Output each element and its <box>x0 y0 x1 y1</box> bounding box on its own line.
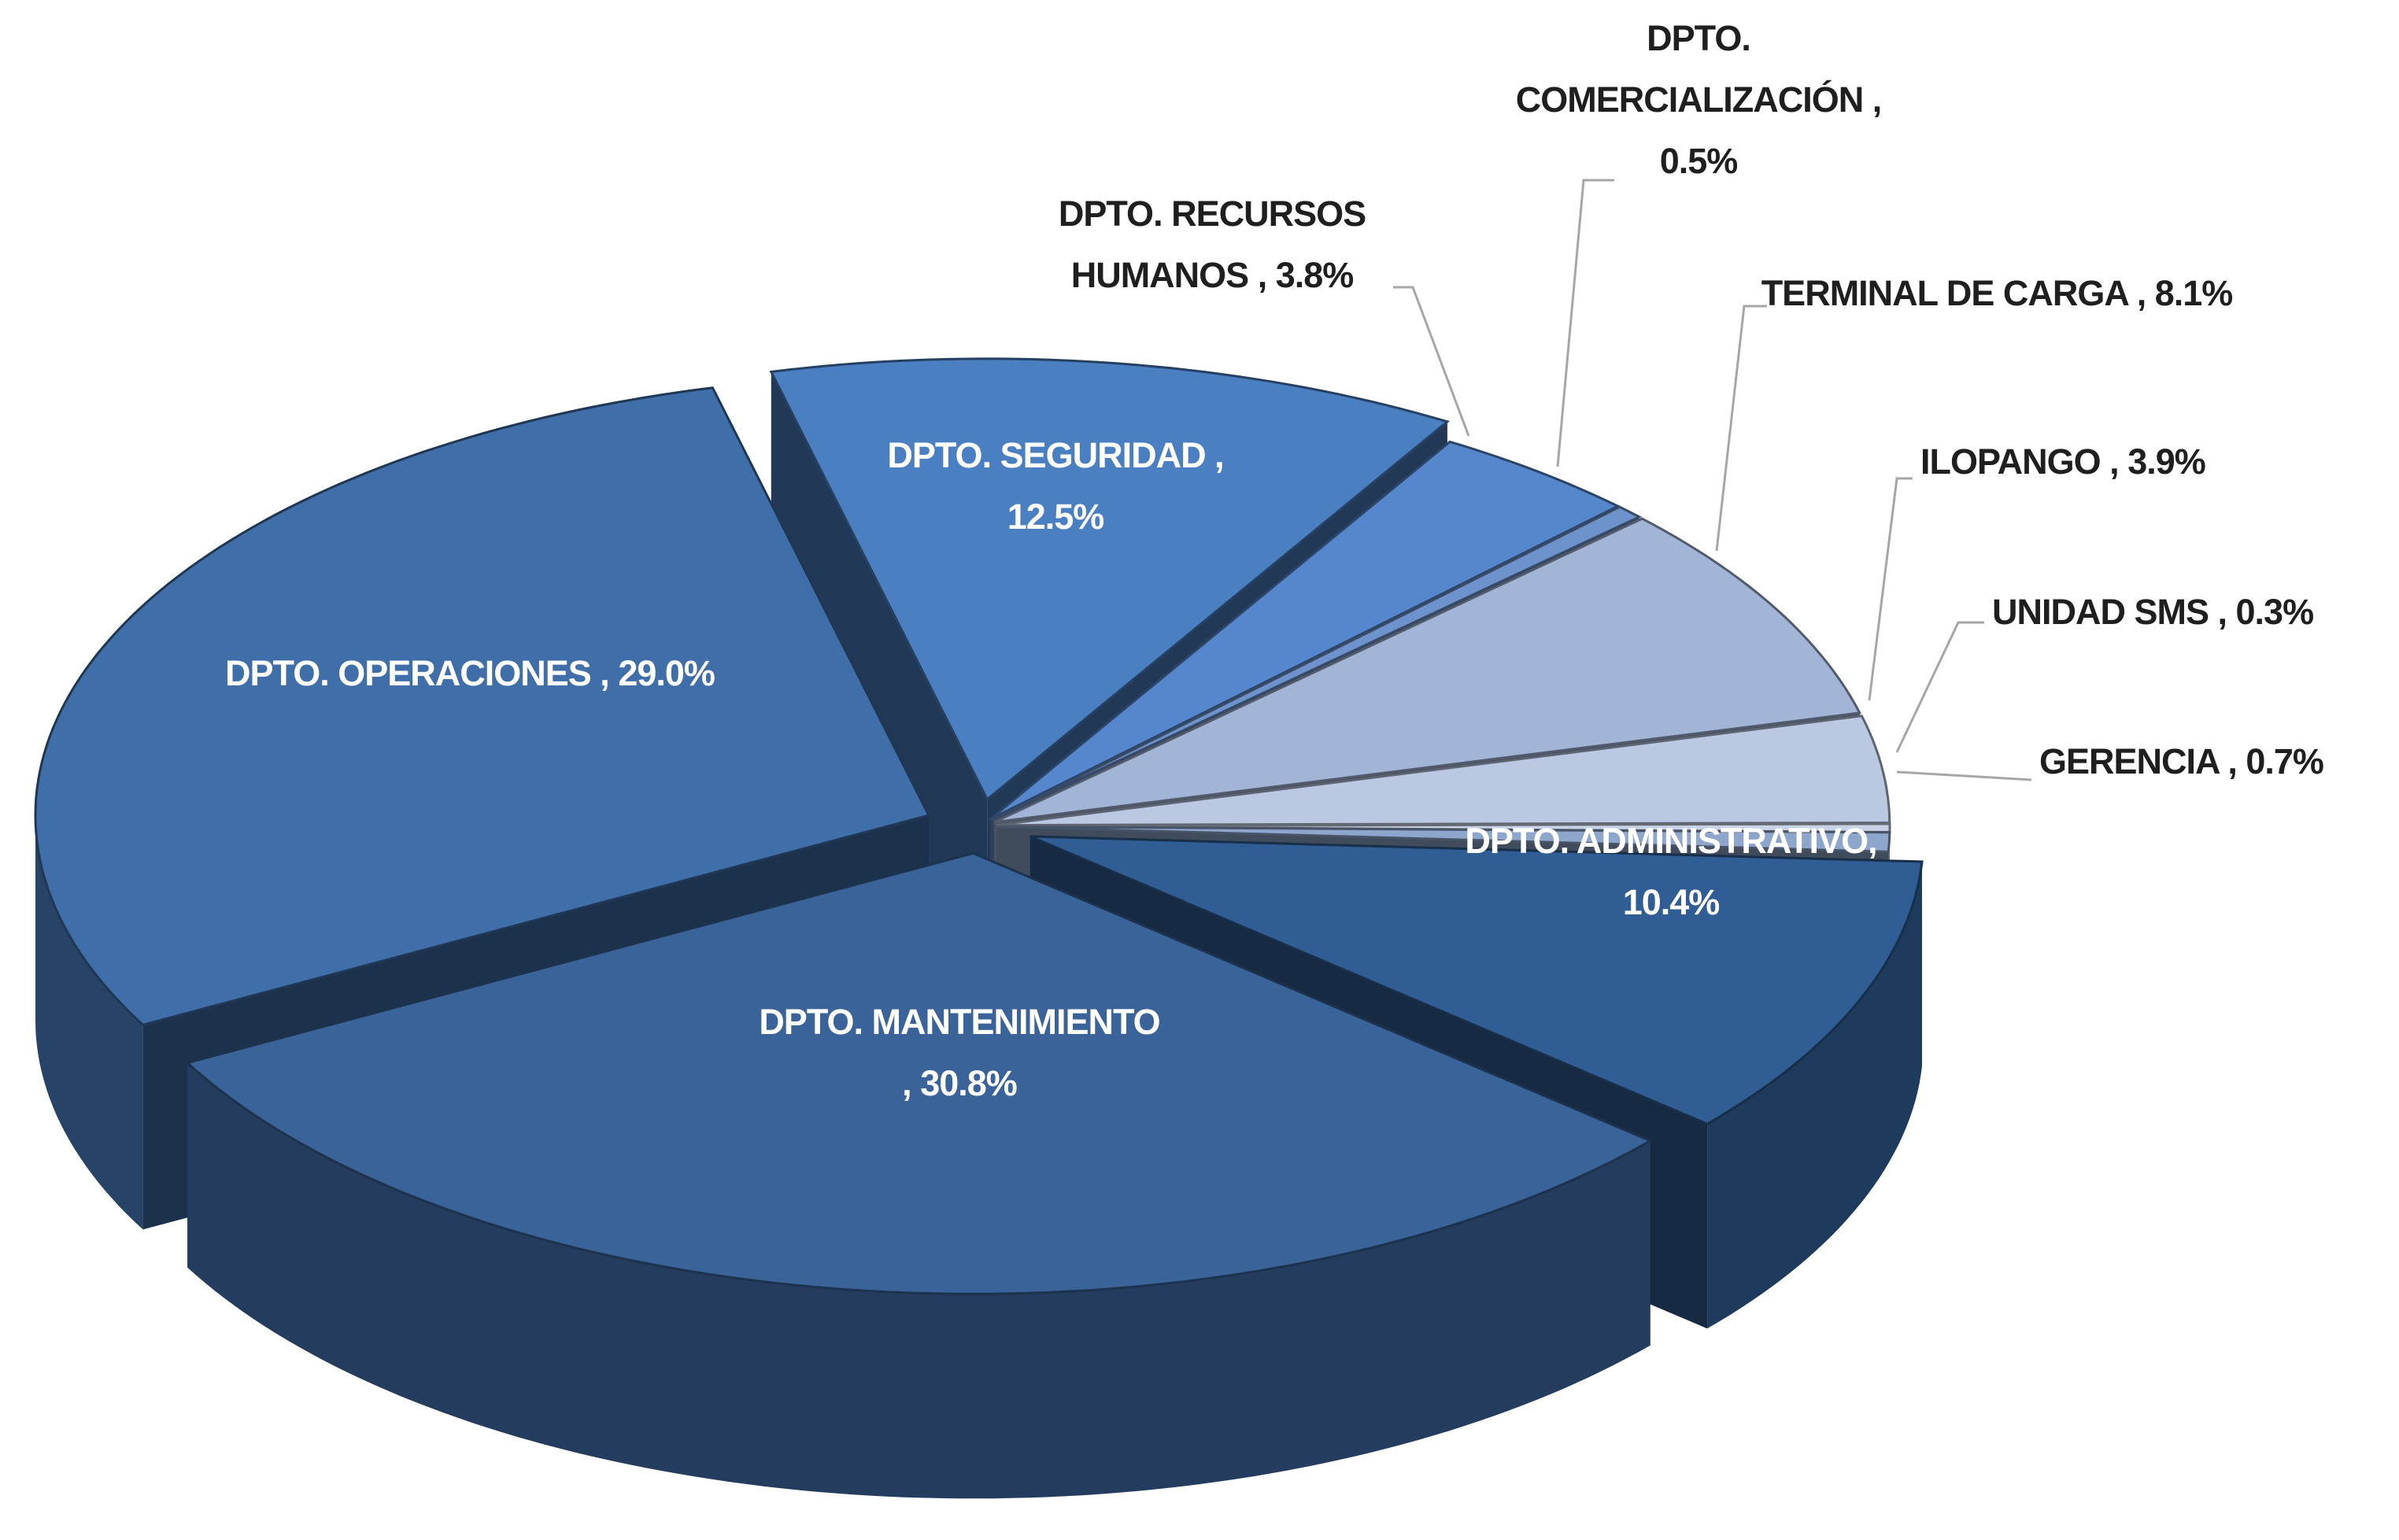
slice <box>769 357 1451 802</box>
category-label: DPTO. SEGURIDAD , <box>887 435 1224 475</box>
value-label: 29.0% <box>618 653 715 693</box>
value-label: 0.3% <box>2235 592 2315 632</box>
leader-line <box>1556 179 1614 467</box>
value-label: 10.4% <box>1622 882 1721 922</box>
category-label: TERMINAL DE CARGA , <box>1761 273 2147 313</box>
slice <box>185 851 1654 1295</box>
slice <box>996 825 1891 853</box>
value-label: 3.8% <box>1275 255 1355 295</box>
leader-line <box>1895 621 1984 753</box>
data-label: GERENCIA , 0.7% <box>2039 731 2324 792</box>
data-label: DPTO. COMERCIALIZACIÓN , 0.5% <box>1474 8 1923 192</box>
slice <box>34 386 931 1027</box>
leader-line <box>1715 305 1767 552</box>
leader-line <box>1868 477 1913 701</box>
data-label: DPTO. ADMINISTRATIVO, 10.4% <box>1462 811 1880 933</box>
slice <box>989 440 1621 821</box>
data-label: DPTO. RECURSOS HUMANOS , 3.8% <box>1027 183 1397 306</box>
value-label: 30.8% <box>920 1063 1018 1103</box>
slice <box>993 517 1862 824</box>
category-label: DPTO. ADMINISTRATIVO, <box>1465 821 1877 861</box>
category-label: GERENCIA , <box>2039 741 2238 781</box>
leader-line <box>1393 286 1470 437</box>
value-label: 8.1% <box>2154 273 2234 313</box>
data-label: DPTO. SEGURIDAD , 12.5% <box>835 425 1276 548</box>
data-label: ILOPANGO , 3.9% <box>1920 431 2206 493</box>
value-label: 12.5% <box>1007 497 1105 537</box>
slice-rim <box>1707 862 1922 1329</box>
slice-wall <box>771 371 988 1004</box>
slice-rim <box>187 1062 1650 1499</box>
category-label: ILOPANGO , <box>1920 441 2120 482</box>
category-label: DPTO. RECURSOS HUMANOS , <box>1058 194 1366 295</box>
slice-rim <box>35 815 143 1230</box>
data-label: DPTO. MANTENIMIENTO , 30.8% <box>751 992 1168 1114</box>
leader-line <box>1896 770 2032 781</box>
value-label: 0.5% <box>1659 141 1739 181</box>
slice <box>1029 835 1924 1125</box>
category-label: DPTO. MANTENIMIENTO , <box>759 1002 1160 1103</box>
value-label: 3.9% <box>2127 441 2206 482</box>
category-label: DPTO. OPERACIONES , <box>225 653 610 693</box>
data-label: DPTO. OPERACIONES , 29.0% <box>218 643 722 704</box>
data-label: TERMINAL DE CARGA , 8.1% <box>1753 263 2241 324</box>
slice <box>996 715 1891 827</box>
category-label: DPTO. COMERCIALIZACIÓN , <box>1515 18 1882 120</box>
slice <box>991 505 1643 822</box>
category-label: UNIDAD SMS , <box>1992 592 2227 632</box>
data-label: UNIDAD SMS , 0.3% <box>1992 582 2315 643</box>
value-label: 0.7% <box>2246 741 2324 781</box>
